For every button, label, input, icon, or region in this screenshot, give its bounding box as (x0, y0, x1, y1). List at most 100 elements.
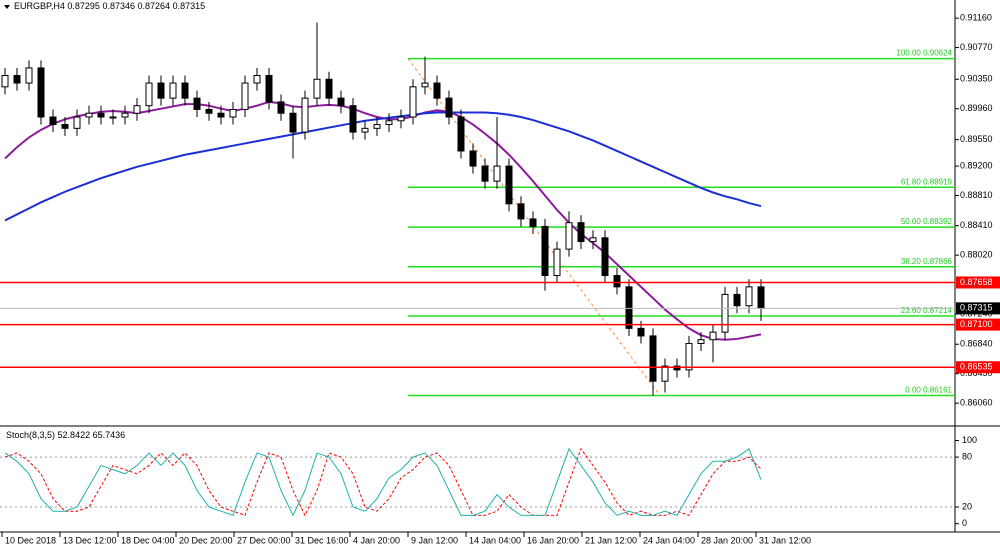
y-tick-label: 0.89550 (960, 134, 993, 144)
y-tick-label: 0.91160 (960, 12, 992, 22)
candle-body (229, 108, 237, 118)
fib-price: 0.87866 (923, 257, 952, 266)
candle-body (373, 124, 381, 129)
symbol: EURGBP,H4 (14, 1, 65, 11)
x-tick-label: 21 Jan 12:00 (585, 535, 637, 545)
x-tick-label: 18 Dec 04:00 (121, 535, 175, 545)
candle-body (457, 116, 465, 152)
fib-ratio: 23.60 (901, 306, 922, 315)
candle-body (649, 335, 657, 382)
y-tick-label: 0.90770 (960, 42, 993, 52)
candle-body (385, 120, 393, 126)
stoch-signal-last: 65.7436 (93, 430, 126, 440)
x-tick-label: 24 Jan 04:00 (643, 535, 695, 545)
y-tick-label: 0.89960 (960, 103, 993, 113)
price-label: 0.86535 (960, 362, 993, 372)
candle-body (505, 165, 513, 205)
candle-body (337, 97, 345, 107)
x-tick-label: 20 Dec 20:00 (179, 535, 233, 545)
candle-body (709, 331, 717, 341)
candle-body (241, 82, 249, 110)
current-price-label: 0.87315 (960, 303, 993, 313)
candle-body (289, 112, 297, 133)
fib-label: 0.00 0.86161 (905, 386, 952, 395)
candle-body (481, 165, 489, 182)
candle-body (673, 365, 681, 371)
price-label: 0.87100 (960, 319, 993, 329)
y-tick-label: 0.86840 (960, 339, 993, 349)
quote-close: 0.87315 (173, 1, 206, 11)
x-tick-label: 13 Dec 12:00 (63, 535, 117, 545)
fib-label: 100.00 0.90624 (896, 49, 952, 58)
x-tick-label: 9 Jan 12:00 (411, 535, 458, 545)
y-tick-label: 0.89200 (960, 160, 993, 170)
stoch-header: Stoch(8,3,5) 52.8422 65.7436 (6, 430, 125, 440)
candle-body (49, 116, 57, 126)
candle-body (121, 112, 129, 118)
candle-body (61, 124, 69, 129)
candle-body (409, 86, 417, 118)
candle-body (181, 82, 189, 99)
fib-price: 0.88392 (923, 217, 952, 226)
candle-body (553, 248, 561, 277)
price-label-box (956, 318, 1000, 331)
candle-body (205, 108, 213, 114)
current-price-box (956, 302, 1000, 315)
stoch-main-line (4, 447, 762, 517)
candle-body (37, 67, 45, 118)
stoch-label: Stoch(8,3,5) (6, 430, 55, 440)
fib-price: 0.86161 (923, 386, 952, 395)
x-tick-label: 27 Dec 00:00 (237, 535, 291, 545)
candle-body (733, 293, 741, 307)
candle-body (541, 225, 549, 277)
price-label-box (956, 276, 1000, 289)
candle-body (277, 101, 285, 114)
candle-body (697, 339, 705, 344)
stoch-tick-label: 80 (962, 451, 972, 461)
candle-body (301, 97, 309, 133)
stoch-tick-label: 20 (962, 501, 972, 511)
fib-ratio: 38.20 (901, 257, 922, 266)
candle-body (133, 105, 141, 114)
moving-average (4, 111, 762, 222)
candle-body (217, 112, 225, 118)
quote-low: 0.87264 (138, 1, 171, 11)
candle-body (493, 165, 501, 182)
candle-body (313, 78, 321, 99)
x-tick-label: 16 Jan 20:00 (527, 535, 579, 545)
y-tick-label: 0.86060 (960, 397, 993, 407)
symbol-arrow (4, 5, 10, 9)
candle-body (157, 82, 165, 99)
candle-body (661, 365, 669, 382)
candle-body (349, 105, 357, 133)
candle-body (85, 112, 93, 118)
candle-body (325, 78, 333, 99)
candle-body (589, 237, 597, 243)
candle-body (145, 82, 153, 107)
fib-ratio: 0.00 (905, 386, 921, 395)
fib-price: 0.88919 (923, 177, 952, 186)
candle-body (1, 74, 9, 88)
candle-body (169, 82, 177, 99)
fib-label: 61.80 0.88919 (901, 177, 953, 186)
quote-open: 0.87295 (67, 1, 100, 11)
x-tick-label: 4 Jan 20:00 (353, 535, 400, 545)
candle-body (397, 116, 405, 122)
y-tick-label: 0.90350 (960, 74, 993, 84)
candle-body (517, 203, 525, 220)
fib-price: 0.87214 (923, 306, 952, 315)
candle-body (685, 342, 693, 371)
fib-label: 38.20 0.87866 (901, 257, 953, 266)
candle-body (361, 127, 369, 133)
stoch-main-last: 52.8422 (58, 430, 91, 440)
x-tick-label: 14 Jan 04:00 (469, 535, 521, 545)
x-tick-label: 31 Jan 12:00 (759, 535, 811, 545)
fib-ratio: 61.80 (901, 177, 922, 186)
candle-body (721, 293, 729, 333)
y-tick-label: 0.88810 (960, 190, 993, 200)
fib-price: 0.90624 (923, 49, 952, 58)
candle-body (757, 286, 765, 309)
candle-body (469, 150, 477, 167)
